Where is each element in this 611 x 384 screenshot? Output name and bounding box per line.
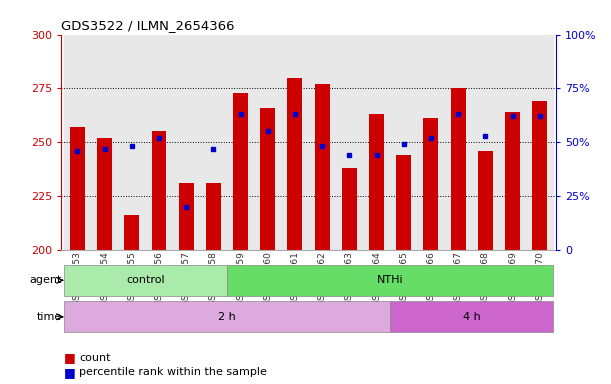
Bar — [472, 35, 499, 250]
Bar — [70, 127, 85, 250]
Bar — [288, 78, 302, 250]
Text: control: control — [126, 275, 165, 285]
Text: ■: ■ — [64, 366, 76, 379]
Bar — [260, 108, 275, 250]
Bar — [91, 35, 118, 250]
Text: ■: ■ — [64, 351, 76, 364]
Bar — [390, 301, 554, 332]
Bar — [118, 35, 145, 250]
Text: 4 h: 4 h — [463, 312, 481, 322]
Bar — [64, 301, 390, 332]
Text: agent: agent — [29, 275, 62, 285]
Bar — [390, 35, 417, 250]
Bar — [363, 35, 390, 250]
Bar — [505, 112, 520, 250]
Bar — [315, 84, 329, 250]
Bar — [64, 35, 91, 250]
Bar — [526, 35, 554, 250]
Bar — [64, 265, 227, 296]
Bar — [178, 183, 194, 250]
Text: count: count — [79, 353, 111, 363]
Text: NTHi: NTHi — [377, 275, 403, 285]
Bar — [417, 35, 445, 250]
Bar — [227, 265, 554, 296]
Bar — [233, 93, 248, 250]
Bar — [369, 114, 384, 250]
Bar — [451, 88, 466, 250]
Bar — [152, 131, 166, 250]
Text: percentile rank within the sample: percentile rank within the sample — [79, 367, 267, 377]
Text: GDS3522 / ILMN_2654366: GDS3522 / ILMN_2654366 — [61, 19, 235, 32]
Bar — [172, 35, 200, 250]
Bar — [145, 35, 172, 250]
Bar — [445, 35, 472, 250]
Bar — [281, 35, 309, 250]
Bar — [423, 118, 439, 250]
Bar — [97, 138, 112, 250]
Bar — [397, 155, 411, 250]
Text: time: time — [37, 312, 62, 322]
Bar — [309, 35, 336, 250]
Bar — [532, 101, 547, 250]
Bar — [200, 35, 227, 250]
Bar — [124, 215, 139, 250]
Bar — [342, 168, 357, 250]
Bar — [227, 35, 254, 250]
Bar — [336, 35, 363, 250]
Bar — [478, 151, 493, 250]
Text: 2 h: 2 h — [218, 312, 236, 322]
Bar — [499, 35, 526, 250]
Bar — [254, 35, 281, 250]
Bar — [206, 183, 221, 250]
